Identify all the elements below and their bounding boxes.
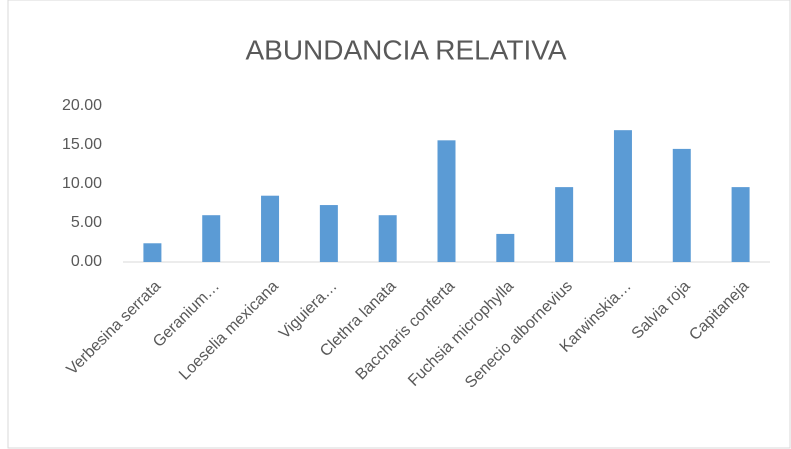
y-tick-label: 5.00	[71, 214, 102, 231]
y-tick-label: 15.00	[62, 136, 102, 153]
bar	[378, 215, 397, 262]
bar	[202, 215, 221, 262]
bar	[613, 130, 632, 262]
y-tick-label: 0.00	[71, 253, 102, 270]
bar	[496, 233, 515, 262]
bar	[261, 195, 280, 262]
bar	[731, 187, 750, 262]
bar	[672, 148, 691, 262]
chart-title: ABUNDANCIA RELATIVA	[245, 34, 566, 65]
y-tick-label: 20.00	[62, 97, 102, 114]
bar	[555, 187, 574, 262]
y-tick-label: 10.00	[62, 175, 102, 192]
bar	[319, 205, 338, 262]
bar	[143, 243, 162, 262]
bar	[437, 140, 456, 262]
chart-frame	[7, 0, 791, 449]
